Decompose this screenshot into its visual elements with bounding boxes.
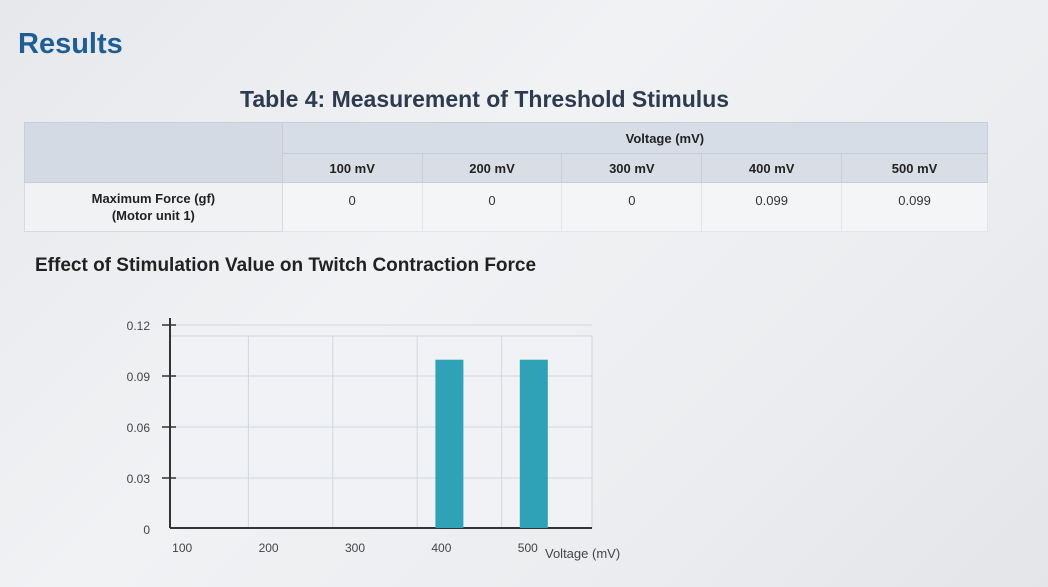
x-tick-label: 400 xyxy=(431,541,451,555)
table-header-blank xyxy=(24,122,283,183)
table-row: Maximum Force (gf) (Motor unit 1) 0 0 0 … xyxy=(24,182,988,232)
bar-chart: 0 0.03 0.06 0.09 0.12 100 200 300 400 500 Voltage … xyxy=(127,318,620,561)
threshold-table: Voltage (mV) 100 mV 200 mV 300 mV 400 mV… xyxy=(24,122,989,232)
column-header: 500 mV xyxy=(841,153,988,183)
table-cell: 0.099 xyxy=(701,182,843,232)
row-label-line2: (Motor unit 1) xyxy=(111,208,195,223)
voltage-group-header: Voltage (mV) xyxy=(281,122,989,154)
x-tick-label: 100 xyxy=(172,541,192,555)
column-header: 100 mV xyxy=(281,153,423,183)
column-header: 300 mV xyxy=(561,153,703,183)
table-title: Table 4: Measurement of Threshold Stimul… xyxy=(240,86,730,112)
chart-title: Effect of Stimulation Value on Twitch Co… xyxy=(35,255,537,276)
threshold-table-container: Voltage (mV) 100 mV 200 mV 300 mV 400 mV… xyxy=(24,122,989,234)
table-cell: 0 xyxy=(281,182,423,232)
table-cell: 0 xyxy=(421,182,563,232)
y-tick-label: 0.06 xyxy=(127,421,151,435)
row-label-line1: Maximum Force (gf) xyxy=(91,191,216,206)
row-label: Maximum Force (gf) (Motor unit 1) xyxy=(24,182,283,232)
bar xyxy=(435,359,464,528)
table-cell: 0 xyxy=(561,182,703,232)
results-heading: Results xyxy=(18,28,123,60)
bar xyxy=(519,359,548,528)
x-tick-label: 300 xyxy=(345,541,365,555)
column-header: 200 mV xyxy=(421,153,563,183)
column-header: 400 mV xyxy=(701,153,843,183)
table-cell: 0.099 xyxy=(841,182,988,232)
y-tick-label: 0 xyxy=(143,523,150,537)
x-tick-label: 500 xyxy=(518,541,538,555)
x-tick-label: 200 xyxy=(259,541,279,555)
x-axis-label: Voltage (mV) xyxy=(545,546,620,561)
y-tick-label: 0.12 xyxy=(127,319,151,333)
y-tick-label: 0.03 xyxy=(127,472,151,486)
y-tick-label: 0.09 xyxy=(127,370,151,384)
